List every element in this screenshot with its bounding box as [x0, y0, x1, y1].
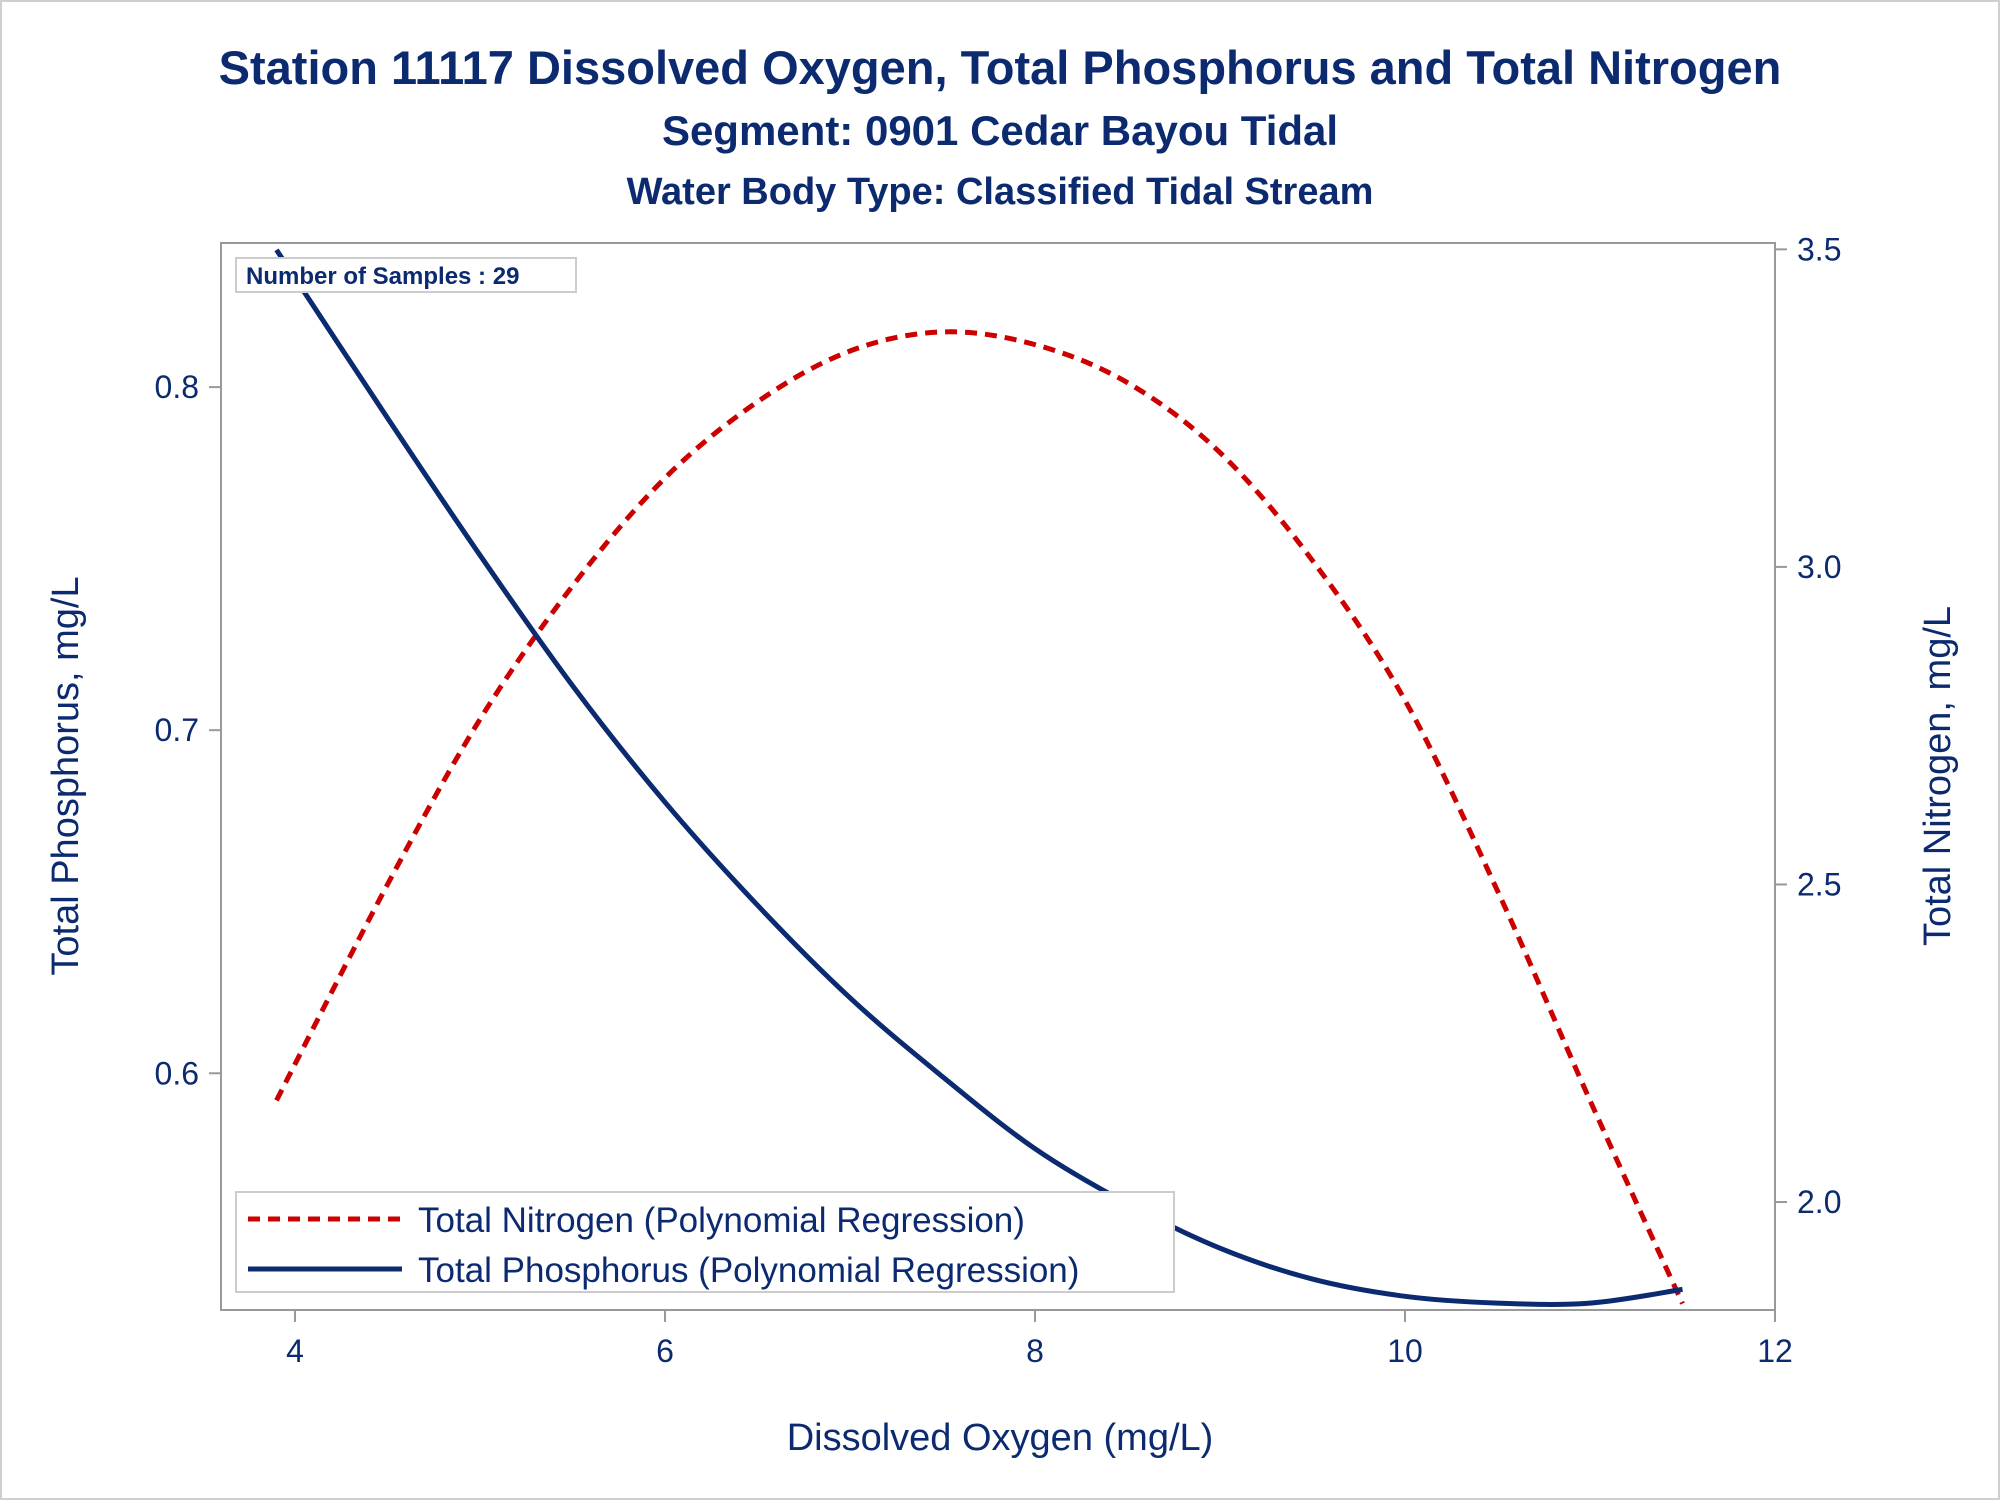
sample-count-annotation: Number of Samples : 29	[235, 257, 577, 293]
x-axis: 4 6 8 10 12	[286, 1310, 1793, 1369]
legend: Total Nitrogen (Polynomial Regression) T…	[235, 1191, 1175, 1293]
y2-tick-label: 2.0	[1797, 1184, 1841, 1220]
y-axis-title: Total Phosphorus, mg/L	[45, 576, 87, 975]
y2-tick-label: 3.0	[1797, 549, 1841, 585]
x-tick-label: 12	[1757, 1333, 1793, 1369]
chart-subtitle-2: Water Body Type: Classified Tidal Stream	[627, 171, 1374, 213]
sample-count-text: Number of Samples : 29	[246, 263, 519, 290]
x-axis-title: Dissolved Oxygen (mg/L)	[787, 1417, 1214, 1459]
nitrogen-series-line	[274, 329, 1685, 1305]
y-tick-label: 0.8	[155, 369, 199, 405]
y2-axis-title: Total Nitrogen, mg/L	[1917, 606, 1959, 946]
legend-label-phosphorus: Total Phosphorus (Polynomial Regression)	[418, 1251, 1079, 1290]
x-tick-label: 4	[286, 1333, 304, 1369]
y2-tick-label: 3.5	[1797, 231, 1841, 267]
legend-label-nitrogen: Total Nitrogen (Polynomial Regression)	[418, 1201, 1025, 1240]
y-tick-label: 0.7	[155, 712, 199, 748]
x-tick-label: 10	[1387, 1333, 1423, 1369]
chart-subtitle: Segment: 0901 Cedar Bayou Tidal	[662, 107, 1338, 154]
x-tick-label: 8	[1026, 1333, 1044, 1369]
phosphorus-series-line	[274, 248, 1683, 1307]
series-layer	[274, 248, 1685, 1307]
y-axis-right: 2.0 2.5 3.0 3.5	[1775, 231, 1841, 1220]
legend-box	[235, 1191, 1175, 1293]
y-axis-left: 0.6 0.7 0.8	[155, 369, 221, 1091]
sample-count-box	[235, 257, 577, 293]
y2-tick-label: 2.5	[1797, 866, 1841, 902]
chart-title: Station 11117 Dissolved Oxygen, Total Ph…	[219, 41, 1782, 94]
y-tick-label: 0.6	[155, 1055, 199, 1091]
plot-area	[220, 242, 1776, 1311]
x-tick-label: 6	[656, 1333, 674, 1369]
